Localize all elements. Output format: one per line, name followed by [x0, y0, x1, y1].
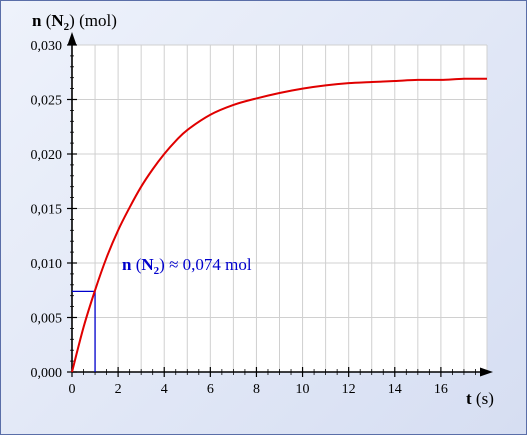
y-tick-label: 0,030: [31, 39, 63, 54]
y-minor-ticks: [70, 55, 74, 362]
y-tick-labels: 0,000 0,005 0,010 0,015 0,020 0,025 0,030: [31, 39, 77, 381]
x-tick-label: 10: [296, 382, 310, 397]
annotation-label: n (N2) ≈ 0,074 mol: [122, 255, 252, 277]
x-tick-label: 6: [207, 382, 214, 397]
y-tick-label: 0,025: [31, 94, 63, 109]
x-tick-label: 2: [115, 382, 122, 397]
y-tick-label: 0,000: [31, 366, 63, 381]
y-axis-arrow: [67, 32, 77, 45]
x-tick-label: 14: [388, 382, 402, 397]
grid: [72, 44, 488, 372]
y-tick-label: 0,010: [31, 257, 63, 272]
series-line: [71, 77, 488, 373]
x-tick-label: 16: [434, 382, 448, 397]
y-tick-label: 0,020: [31, 148, 63, 163]
y-tick-label: 0,015: [31, 203, 63, 218]
y-tick-label: 0,005: [31, 312, 63, 327]
y-axis-label: n (N2) (mol): [32, 11, 117, 33]
x-tick-label: 12: [342, 382, 356, 397]
x-axis-arrow: [480, 367, 493, 377]
x-tick-label: 8: [253, 382, 260, 397]
x-tick-label: 0: [69, 382, 76, 397]
x-tick-label: 4: [161, 382, 168, 397]
x-axis-label: t (s): [466, 389, 494, 408]
